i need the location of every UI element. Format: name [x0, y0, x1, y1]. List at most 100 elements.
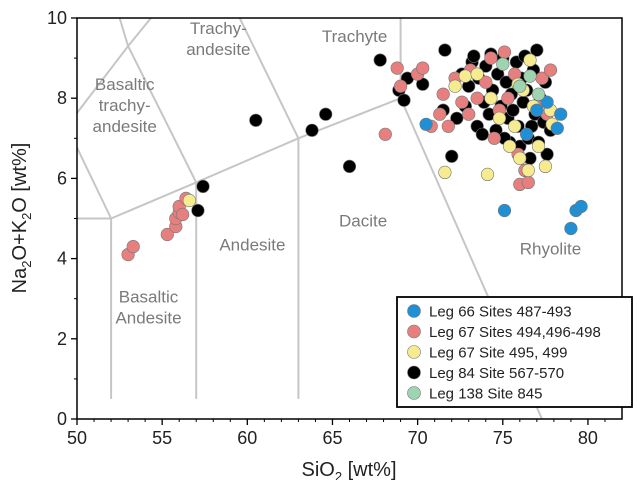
point-leg-67-site-495-499: [513, 151, 527, 165]
point-leg-67-sites-494-496-498: [394, 79, 408, 93]
point-leg-67-site-495-499: [448, 79, 462, 93]
point-leg-66-sites-487-493: [530, 103, 544, 117]
region-label-line: Trachy-: [190, 19, 247, 38]
point-leg-67-site-495-499: [480, 167, 495, 181]
point-leg-67-sites-494-496-498: [470, 91, 484, 105]
x-axis-title-tail: [wt%]: [342, 459, 396, 480]
point-leg-67-site-495-499: [503, 139, 517, 153]
y-tick-label: 2: [57, 329, 67, 349]
point-leg-84-site-567-570: [530, 43, 544, 57]
point-leg-138-site-845: [523, 69, 537, 83]
region-label-line: andesite: [186, 40, 250, 59]
point-leg-67-sites-494-496-498: [378, 127, 392, 141]
region-label-line: trachy-: [99, 96, 151, 115]
x-tick-label: 65: [322, 428, 342, 448]
point-leg-66-sites-487-493: [419, 117, 433, 131]
point-leg-66-sites-487-493: [519, 127, 534, 141]
point-leg-66-sites-487-493: [574, 199, 588, 214]
point-leg-66-sites-487-493: [497, 203, 512, 218]
point-leg-84-site-567-570: [506, 103, 520, 117]
point-leg-84-site-567-570: [196, 179, 210, 193]
x-tick-label: 60: [237, 428, 257, 448]
region-label-basaltic-trachyandesite: Basaltic trachy-andesite: [93, 75, 157, 136]
point-leg-67-site-495-499: [538, 159, 553, 173]
tas-boundary-line: [127, 18, 153, 47]
legend-box: [396, 296, 633, 408]
region-label-basaltic-andesite: Basaltic Andesite: [115, 288, 181, 328]
point-leg-84-site-567-570: [342, 159, 357, 173]
region-label-line: Trachyte: [322, 27, 388, 46]
point-leg-138-site-845: [531, 87, 546, 101]
point-leg-67-site-495-499: [470, 67, 484, 81]
y-axis-title-part-1: Na: [9, 267, 31, 293]
legend-label: Leg 66 Sites 487-493: [429, 304, 572, 321]
legend-label: Leg 84 Site 567-570: [429, 365, 564, 382]
point-leg-67-sites-494-496-498: [497, 45, 512, 59]
y-tick-label: 6: [57, 168, 67, 188]
region-label-trachyandesite: Trachy-andesite: [186, 19, 250, 59]
y-axis: 0 2 4 6 8 10: [47, 8, 77, 429]
point-leg-67-sites-494-496-498: [176, 207, 190, 222]
point-leg-138-site-845: [496, 57, 510, 71]
point-leg-67-sites-494-496-498: [126, 240, 140, 254]
point-leg-67-site-495-499: [508, 119, 522, 133]
x-axis-title-main: SiO: [301, 459, 334, 480]
point-leg-67-sites-494-496-498: [390, 61, 404, 75]
x-tick-label: 50: [67, 428, 87, 448]
point-leg-67-sites-494-496-498: [521, 175, 535, 189]
y-tick-label: 0: [57, 409, 67, 429]
point-leg-67-sites-494-496-498: [436, 87, 450, 101]
legend-label: Leg 67 Site 495, 499: [429, 345, 567, 362]
y-tick-label: 10: [47, 8, 67, 28]
point-leg-67-sites-494-496-498: [455, 95, 469, 109]
region-label-line: Andesite: [115, 309, 181, 328]
point-leg-67-site-495-499: [521, 163, 535, 177]
point-leg-84-site-567-570: [373, 53, 387, 67]
point-leg-84-site-567-570: [445, 149, 459, 163]
point-leg-67-sites-494-496-498: [441, 119, 455, 133]
point-leg-84-site-567-570: [467, 49, 481, 63]
point-leg-67-sites-494-496-498: [543, 63, 558, 77]
region-label-andesite: Andesite: [219, 236, 285, 255]
x-axis: 50 55 60 65 70 75 80: [67, 419, 606, 448]
data-points: [121, 43, 588, 262]
y-axis-title-part-3: O+K: [9, 219, 31, 260]
point-leg-66-sites-487-493: [550, 121, 564, 135]
point-leg-67-sites-494-496-498: [484, 51, 498, 65]
y-axis-title: Na2O+K2O [wt%]: [9, 143, 34, 294]
point-leg-67-site-495-499: [523, 53, 537, 67]
tas-boundary-line: [238, 18, 300, 139]
y-axis-title-part-4: 2: [19, 213, 34, 220]
region-label-line: Basaltic: [119, 288, 179, 307]
point-leg-66-sites-487-493: [554, 107, 568, 121]
region-label-line: andesite: [93, 117, 157, 136]
point-leg-67-sites-494-496-498: [433, 107, 447, 121]
y-tick-label: 4: [57, 249, 67, 269]
region-label-line: Rhyolite: [520, 240, 581, 259]
y-axis-title-part-5: O [wt%]: [9, 143, 31, 213]
point-leg-84-site-567-570: [305, 123, 319, 137]
region-label-line: Basaltic: [95, 75, 155, 94]
legend-marker: [407, 365, 421, 380]
point-leg-138-site-845: [513, 79, 527, 93]
point-leg-67-site-495-499: [182, 193, 196, 208]
point-leg-67-sites-494-496-498: [487, 131, 501, 145]
point-leg-67-sites-494-496-498: [501, 91, 515, 105]
point-leg-66-sites-487-493: [564, 221, 578, 236]
point-leg-67-site-495-499: [531, 139, 546, 153]
x-tick-label: 70: [408, 428, 428, 448]
x-tick-label: 80: [578, 428, 598, 448]
region-label-rhyolite: Rhyolite: [520, 240, 581, 259]
point-leg-67-sites-494-496-498: [479, 75, 493, 89]
point-leg-67-sites-494-496-498: [462, 107, 476, 121]
legend-marker: [407, 324, 421, 339]
x-tick-label: 55: [152, 428, 172, 448]
point-leg-84-site-567-570: [450, 111, 464, 125]
legend-marker: [407, 304, 421, 318]
point-leg-67-site-495-499: [492, 111, 507, 125]
legend-label: Leg 67 Sites 494,496-498: [429, 324, 601, 341]
point-leg-84-site-567-570: [191, 203, 205, 218]
region-label-trachyte: Trachyte: [322, 27, 388, 46]
legend-marker: [407, 345, 421, 359]
